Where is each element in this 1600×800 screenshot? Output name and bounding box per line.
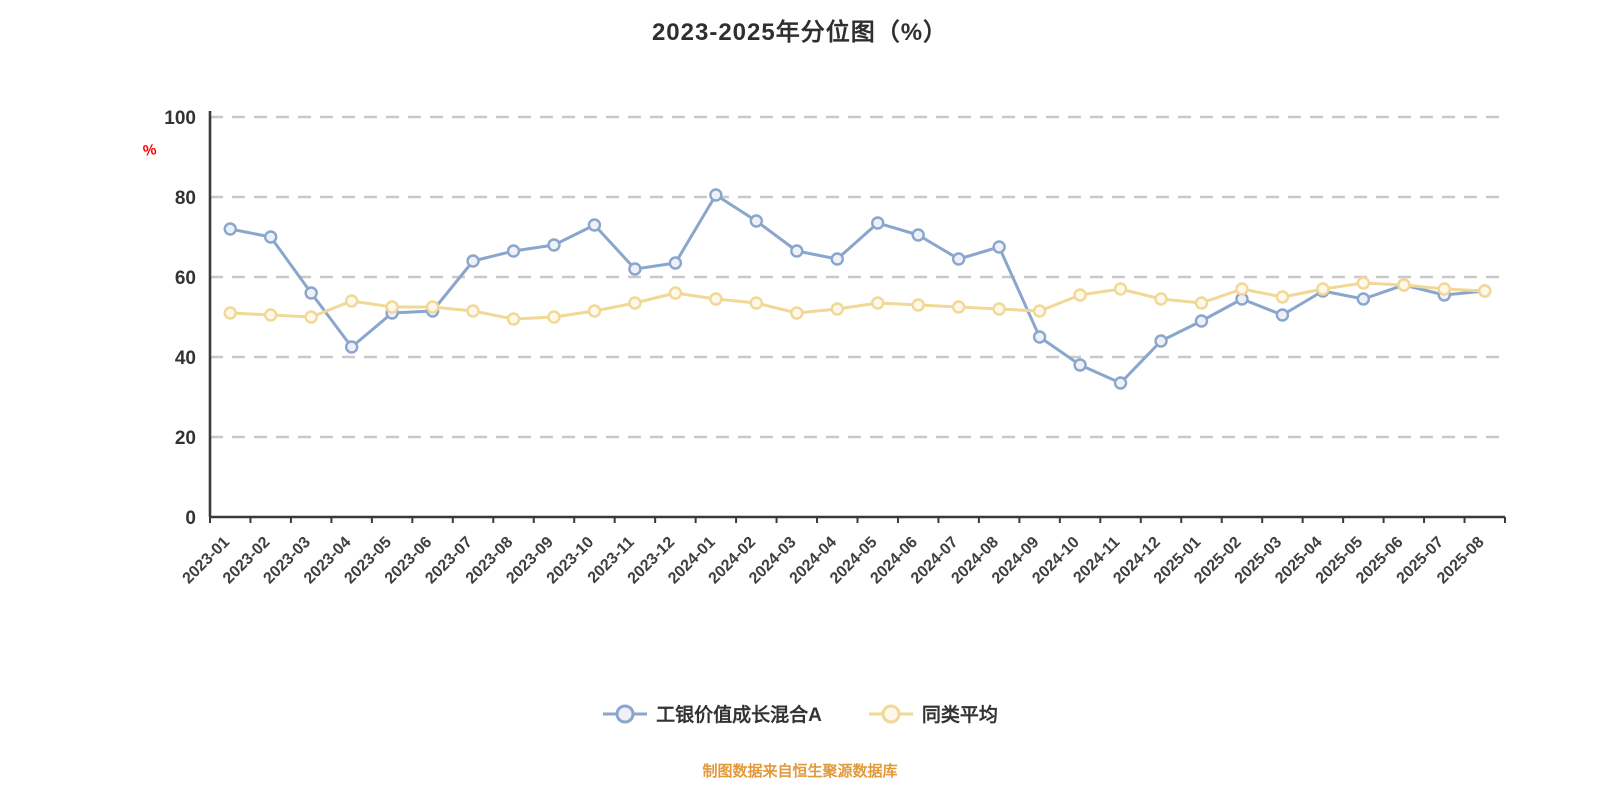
svg-text:20: 20 — [175, 428, 196, 449]
legend-item[interactable]: 同类平均 — [868, 700, 998, 727]
legend-marker-average — [868, 704, 913, 723]
chart-title: 2023-2025年分位图（%） — [651, 19, 949, 46]
svg-text:0: 0 — [185, 508, 196, 529]
legend-item[interactable]: 工银价值成长混合A — [602, 700, 822, 727]
chart-svg: 0204060801002023-012023-022023-032023-04… — [164, 108, 1506, 587]
chart-legend: 工银价值成长混合A 同类平均 — [0, 700, 1600, 727]
svg-text:60: 60 — [175, 268, 196, 289]
legend-marker-fund — [603, 704, 648, 723]
svg-text:100: 100 — [164, 108, 196, 129]
svg-text:40: 40 — [175, 348, 196, 369]
data-source-note: 制图数据来自恒生聚源数据库 — [702, 763, 898, 780]
legend-label-average: 同类平均 — [921, 705, 998, 726]
svg-text:80: 80 — [175, 188, 196, 209]
legend-label-fund: 工银价值成长混合A — [656, 705, 822, 726]
